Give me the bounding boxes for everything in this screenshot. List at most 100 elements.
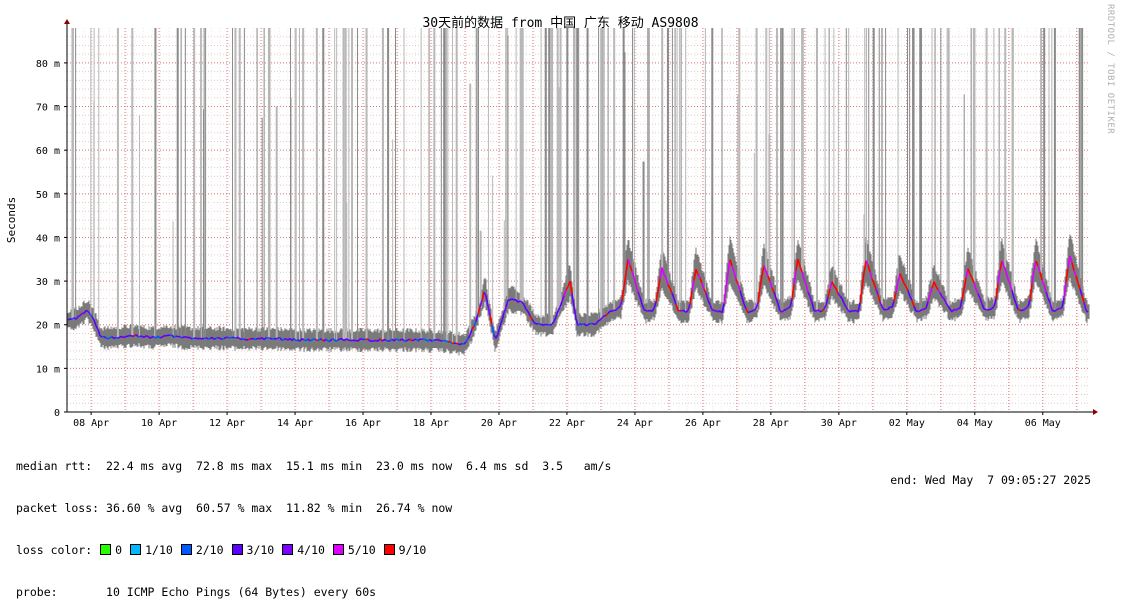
loss-spike (833, 28, 834, 284)
loss-spike (776, 28, 778, 298)
loss-spike (647, 28, 648, 311)
median-rtt-segment (256, 338, 258, 339)
median-rtt-segment (618, 307, 620, 308)
loss-spike (456, 28, 458, 343)
median-rtt-segment (320, 339, 322, 340)
loss-spike (848, 28, 849, 311)
median-rtt-segment (446, 341, 448, 342)
loss-swatch-2 (181, 544, 192, 555)
loss-spike (993, 28, 994, 308)
median-rtt-segment (598, 320, 600, 321)
median-rtt-segment (510, 299, 512, 300)
loss-spike (782, 28, 784, 311)
loss-spike (357, 28, 358, 340)
loss-spike (881, 28, 883, 304)
x-tick-label: 08 Apr (73, 418, 109, 429)
loss-swatch-label: 2/10 (196, 543, 224, 557)
loss-spike (478, 28, 479, 314)
loss-spike (90, 28, 91, 314)
median-rtt-segment (424, 339, 426, 340)
loss-color-label: loss color: (16, 543, 92, 557)
median-rtt-segment (924, 309, 926, 310)
loss-spike (868, 28, 869, 267)
loss-spike (765, 28, 766, 268)
loss-spike (681, 28, 682, 312)
x-tick-label: 10 Apr (141, 418, 177, 429)
median-rtt-segment (544, 324, 546, 325)
loss-spike (661, 28, 663, 272)
median-rtt-segment (396, 339, 398, 340)
loss-spike (909, 28, 910, 294)
median-rtt-segment (130, 335, 132, 336)
loss-spike (488, 28, 489, 305)
loss-spike (885, 28, 886, 309)
median-rtt-segment (338, 339, 340, 340)
loss-spike (257, 28, 258, 339)
loss-spike (802, 28, 804, 272)
loss-spike (873, 28, 875, 280)
median-rtt-segment (574, 306, 576, 319)
loss-spike (912, 28, 913, 301)
loss-spike (705, 28, 706, 291)
median-rtt-segment (1018, 309, 1020, 310)
y-tick-label: 80 m (36, 59, 60, 70)
loss-swatch-1 (130, 544, 141, 555)
loss-spike (392, 140, 393, 340)
median-rtt-segment (104, 337, 106, 338)
median-rtt-segment (220, 338, 222, 339)
median-rtt-segment (248, 339, 250, 340)
loss-spike (879, 28, 880, 298)
loss-spike (545, 28, 546, 325)
median-rtt-segment (312, 339, 314, 340)
median-rtt-segment (1054, 310, 1056, 311)
loss-swatch-label: 9/10 (399, 543, 427, 557)
median-rtt-segment (302, 339, 304, 340)
x-tick-label: 30 Apr (821, 418, 857, 429)
median-rtt-segment (918, 311, 920, 312)
packet-loss-label: packet loss: (16, 501, 99, 515)
loss-spike (940, 28, 941, 293)
median-rtt-segment (160, 337, 162, 338)
loss-spike (756, 28, 758, 310)
median-rtt-segment (644, 310, 646, 311)
loss-spike (244, 28, 245, 339)
loss-spike (348, 28, 349, 340)
loss-spike (441, 28, 442, 341)
loss-spike (382, 28, 384, 340)
loss-spike (1081, 28, 1083, 293)
y-axis-arrow (64, 19, 70, 24)
loss-spike (986, 28, 988, 309)
median-rtt-segment (178, 336, 180, 337)
median-rtt-row: median rtt: 22.4 ms avg 72.8 ms max 15.1… (16, 459, 611, 473)
loss-spike (447, 28, 448, 342)
median-rtt-segment (592, 324, 594, 325)
median-rtt-segment (580, 324, 582, 325)
loss-spike (769, 28, 770, 278)
median-rtt-segment (180, 337, 182, 338)
loss-swatch-0 (100, 544, 111, 555)
loss-spike (600, 28, 602, 320)
median-rtt-label: median rtt: (16, 459, 92, 473)
probe-value: 10 ICMP Echo Pings (64 Bytes) every 60s (106, 585, 376, 599)
median-rtt-segment (920, 310, 922, 311)
median-rtt-segment (124, 336, 126, 337)
loss-spike (443, 28, 444, 341)
loss-spike (920, 28, 922, 310)
loss-spike (907, 28, 908, 289)
loss-spike (624, 52, 625, 282)
median-rtt-segment (406, 340, 408, 341)
loss-spike (999, 28, 1000, 280)
probe-label: probe: (16, 585, 58, 599)
loss-spike (94, 28, 95, 319)
median-rtt-segment (916, 311, 918, 312)
loss-spike (573, 28, 574, 300)
loss-spike (276, 106, 278, 339)
loss-spike (578, 28, 579, 325)
loss-spike (480, 231, 482, 308)
median-rtt-segment (122, 337, 124, 338)
loss-spike (492, 176, 493, 327)
loss-spike (667, 28, 669, 281)
loss-spike (603, 28, 604, 317)
median-rtt-segment (748, 312, 750, 313)
loss-spike (643, 162, 645, 305)
